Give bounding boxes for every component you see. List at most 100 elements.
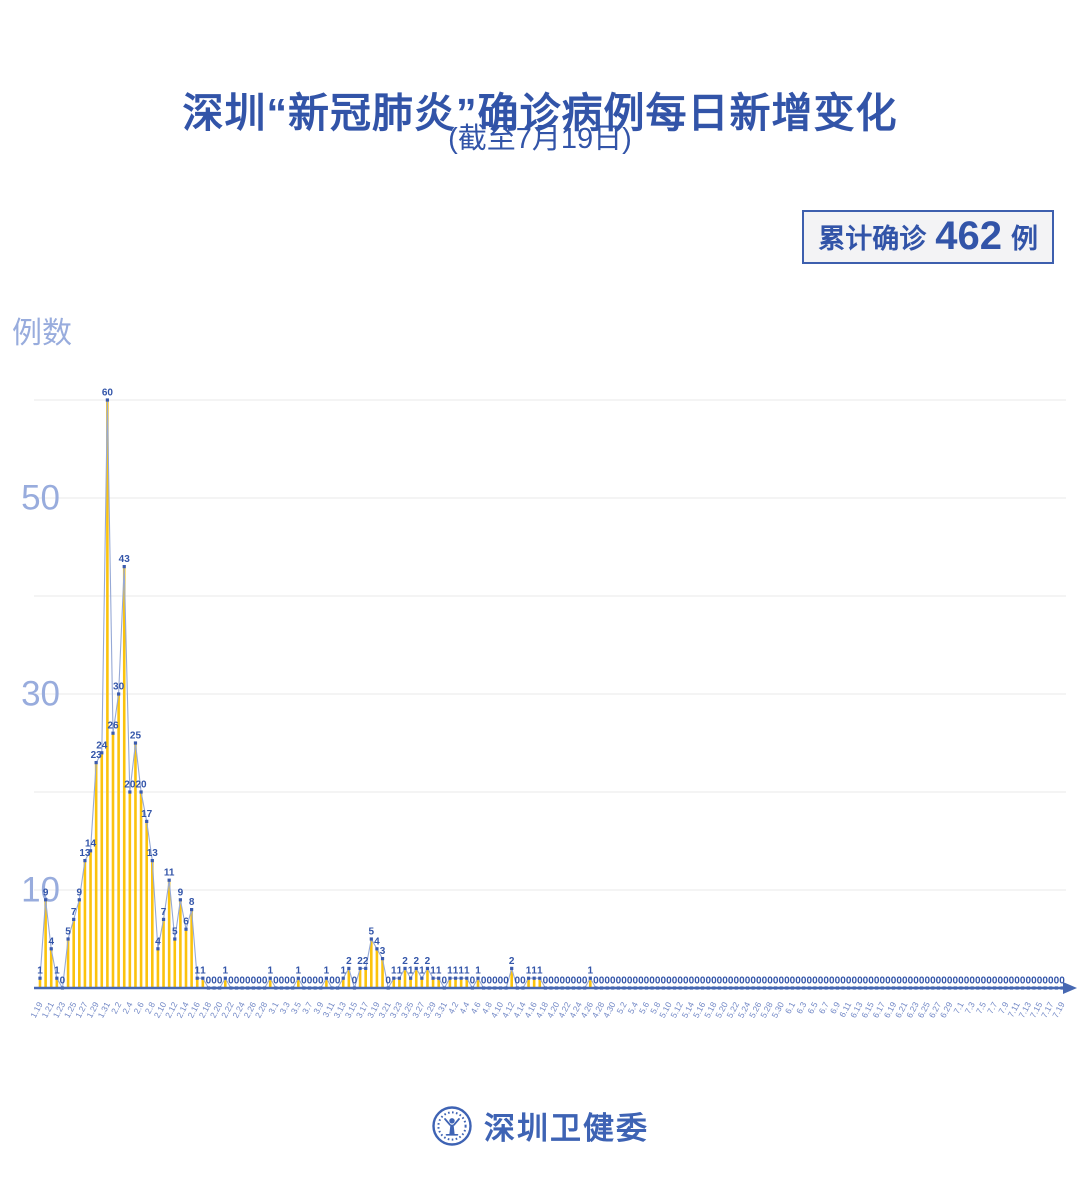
bar (325, 978, 328, 988)
bar (426, 968, 429, 988)
bar (392, 978, 396, 988)
value-label: 0 (442, 976, 448, 987)
value-label: 0 (801, 976, 807, 987)
value-label: 0 (1026, 976, 1032, 987)
value-label: 0 (694, 976, 700, 987)
data-point (465, 976, 469, 980)
value-label: 0 (896, 976, 902, 987)
value-label: 0 (621, 976, 627, 987)
data-point (167, 878, 171, 882)
value-label: 0 (616, 976, 622, 987)
data-point (201, 976, 205, 980)
bar (375, 948, 379, 988)
value-label: 6 (183, 917, 189, 928)
data-point (49, 947, 53, 951)
bar (341, 978, 345, 988)
value-label: 0 (1037, 976, 1043, 987)
bar (297, 978, 300, 988)
value-label: 13 (147, 848, 159, 859)
data-point (425, 966, 430, 970)
value-label: 0 (632, 976, 638, 987)
value-label: 0 (745, 976, 751, 987)
data-point (83, 859, 87, 863)
value-label: 1 (296, 966, 302, 977)
value-label: 0 (734, 976, 740, 987)
value-label: 0 (958, 976, 964, 987)
bar (224, 978, 227, 988)
value-label: 2 (357, 956, 363, 967)
badge-value: 462 (935, 214, 1002, 258)
data-point (88, 849, 93, 853)
value-label: 0 (1059, 976, 1065, 987)
value-label: 9 (178, 887, 184, 898)
bar (106, 400, 109, 988)
bar (94, 762, 98, 988)
data-point (72, 917, 76, 921)
value-label: 0 (284, 976, 290, 987)
value-label: 0 (661, 976, 667, 987)
value-label: 1 (391, 966, 397, 977)
bar (532, 978, 536, 988)
data-point (364, 966, 368, 970)
bar (527, 978, 530, 988)
cumulative-total-badge: 累计确诊 462 例 (802, 210, 1054, 264)
value-label: 5 (65, 927, 71, 938)
value-label: 1 (588, 966, 594, 977)
data-point (296, 976, 300, 980)
value-label: 0 (1042, 976, 1048, 987)
bar (184, 929, 188, 988)
value-label: 11 (164, 868, 175, 879)
data-point (55, 976, 59, 980)
value-label: 0 (470, 976, 476, 987)
value-label: 24 (96, 740, 108, 751)
value-label: 14 (85, 838, 97, 849)
value-label: 0 (784, 976, 790, 987)
value-label: 0 (823, 976, 829, 987)
value-label: 0 (947, 976, 953, 987)
value-label: 0 (778, 976, 784, 987)
value-label: 1 (447, 966, 453, 977)
value-label: 0 (318, 976, 324, 987)
value-label: 23 (91, 750, 103, 761)
bar (538, 978, 542, 988)
data-point (122, 565, 126, 569)
bar (420, 978, 424, 988)
value-label: 0 (335, 976, 341, 987)
bar (448, 978, 452, 988)
bar (381, 958, 384, 988)
value-label: 43 (119, 554, 131, 565)
data-point (526, 976, 531, 980)
value-label: 0 (880, 976, 886, 987)
value-label: 0 (234, 976, 240, 987)
value-label: 0 (790, 976, 796, 987)
value-label: 0 (559, 976, 565, 987)
data-point (375, 947, 379, 951)
value-label: 0 (868, 976, 874, 987)
x-tick-label: 7.19 (1050, 1000, 1067, 1020)
value-label: 0 (953, 976, 959, 987)
value-label: 0 (722, 976, 728, 987)
value-label: 0 (1048, 976, 1054, 987)
value-label: 0 (1054, 976, 1060, 987)
shenzhen-health-commission-logo-icon (432, 1105, 472, 1146)
value-label: 1 (200, 966, 206, 977)
value-label: 0 (835, 976, 841, 987)
value-label: 0 (262, 976, 268, 987)
value-label: 0 (891, 976, 897, 987)
data-point (414, 966, 418, 970)
page-title: 深圳“新冠肺炎”确诊病例每日新增变化 (182, 90, 898, 137)
data-point (77, 898, 81, 902)
value-label: 0 (997, 976, 1003, 987)
value-label: 1 (430, 966, 436, 977)
value-label: 1 (408, 966, 414, 977)
value-label: 0 (576, 976, 582, 987)
value-label: 1 (526, 966, 532, 977)
data-point (459, 976, 463, 980)
y-tick-label: 50 (21, 479, 60, 518)
data-point (431, 976, 435, 980)
value-label: 0 (543, 976, 549, 987)
data-point (184, 927, 188, 931)
bar (370, 939, 373, 988)
value-label: 4 (374, 936, 380, 947)
data-point (397, 976, 401, 980)
